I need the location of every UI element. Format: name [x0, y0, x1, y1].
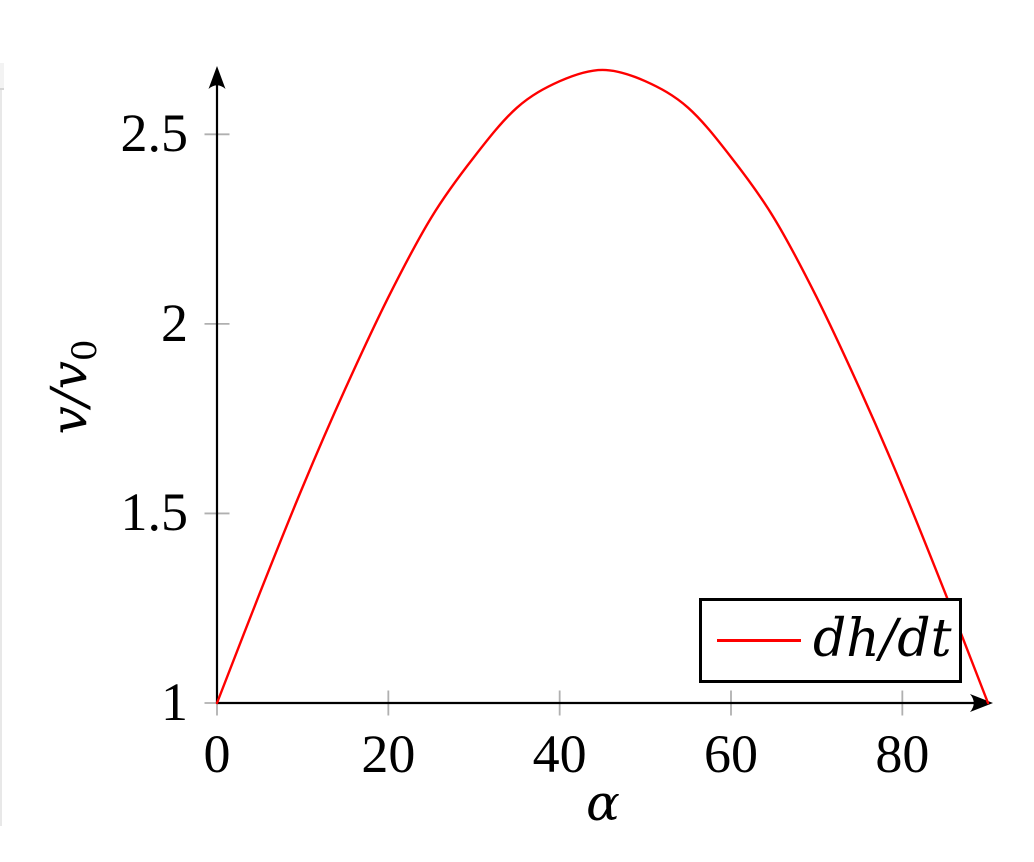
y-tick-label: 1.5	[120, 482, 189, 543]
page-edge-artifact-line	[0, 90, 2, 826]
legend: dh/dt	[699, 598, 962, 683]
y-tick-label: 1	[161, 671, 188, 732]
legend-entry-label: dh/dt	[813, 608, 952, 669]
y-axis-label: v/v0	[40, 339, 105, 435]
y-tick-label: 2	[161, 292, 188, 353]
x-tick-label: 80	[875, 724, 930, 784]
x-axis-arrowhead-icon	[970, 694, 993, 712]
x-axis-label: α	[586, 774, 620, 832]
x-tick-label: 20	[361, 724, 416, 784]
y-axis-arrowhead-icon	[208, 66, 226, 89]
y-tick-label: 2.5	[120, 103, 189, 164]
series-line-dh-dt	[215, 68, 990, 705]
x-tick-label: 60	[704, 724, 758, 784]
x-tick-label: 0	[203, 724, 231, 784]
y-axis-label-subscript: 0	[64, 339, 105, 362]
legend-line-sample	[717, 639, 801, 642]
y-axis-label-main: v/v	[40, 361, 99, 435]
x-tick-label: 40	[532, 724, 587, 784]
page-edge-artifact-top	[0, 63, 4, 90]
